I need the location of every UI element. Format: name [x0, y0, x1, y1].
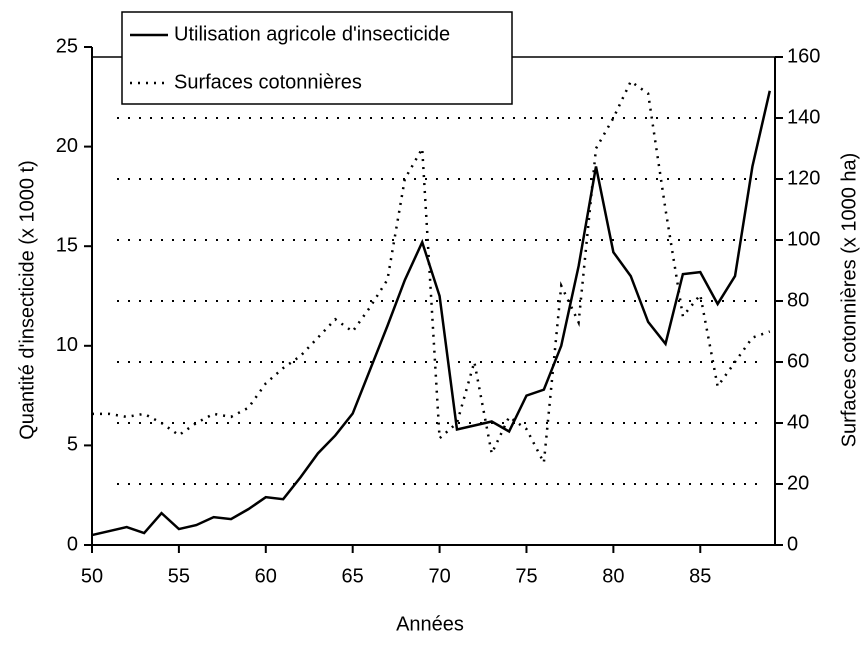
y-tick-label: 20: [56, 135, 78, 157]
y2-tick-label: 120: [787, 167, 820, 189]
y2-tick-label: 20: [787, 472, 809, 494]
series-line: [91, 90, 772, 537]
x-tick-label: 85: [689, 565, 711, 587]
legend-label: Utilisation agricole d'insecticide: [174, 23, 450, 45]
y2-tick-label: 40: [787, 411, 809, 433]
y2-tick-label: 100: [787, 228, 820, 250]
x-tick-label: 70: [428, 565, 450, 587]
x-tick-label: 55: [168, 565, 190, 587]
x-axis-label: Années: [396, 613, 464, 635]
legend-label: Surfaces cotonnières: [174, 71, 362, 93]
y-tick-label: 25: [56, 35, 78, 57]
y2-tick-label: 60: [787, 350, 809, 372]
y2-axis-label: Surfaces cotonnières (x 1000 ha): [838, 153, 860, 448]
x-tick-label: 65: [342, 565, 364, 587]
y-tick-label: 15: [56, 234, 78, 256]
y-tick-label: 5: [67, 434, 78, 456]
y2-tick-label: 80: [787, 289, 809, 311]
y-tick-label: 10: [56, 334, 78, 356]
x-tick-label: 60: [255, 565, 277, 587]
y-axis-label: Quantité d'insecticide (x 1000 t): [16, 160, 38, 440]
x-tick-label: 75: [515, 565, 537, 587]
y-tick-label: 0: [67, 533, 78, 555]
x-tick-label: 50: [81, 565, 103, 587]
y2-tick-label: 0: [787, 533, 798, 555]
x-tick-label: 80: [602, 565, 624, 587]
y2-tick-label: 140: [787, 106, 820, 128]
y2-tick-label: 160: [787, 45, 820, 67]
legend-box: [121, 11, 513, 105]
